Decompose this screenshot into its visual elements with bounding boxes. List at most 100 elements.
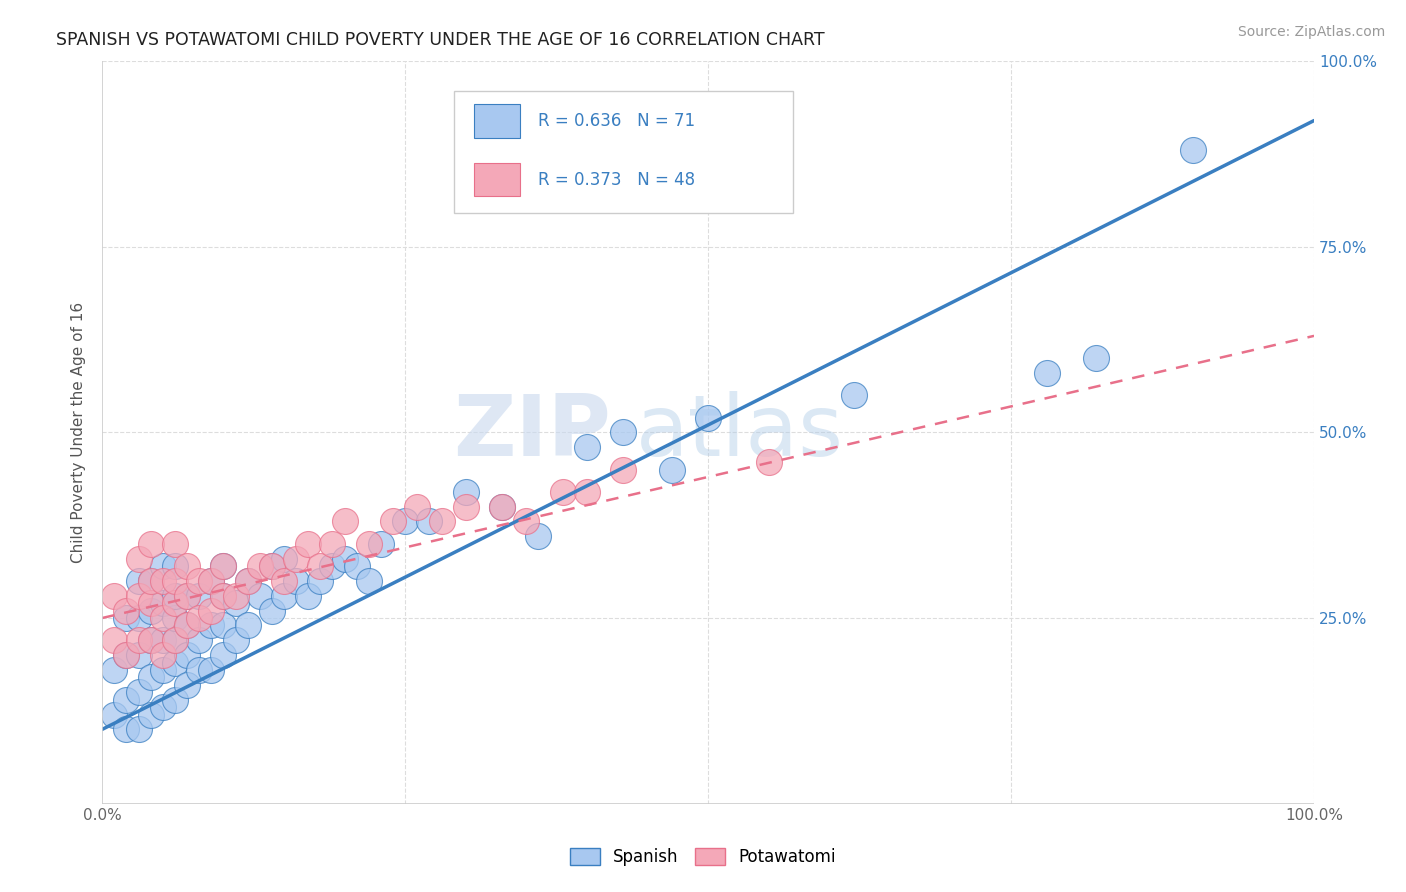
Point [285,574,308,588]
Point [661,462,683,476]
Point [309,574,332,588]
Point [236,574,259,588]
Point [842,388,865,402]
Point [163,537,186,551]
Point [370,537,392,551]
Point [152,633,174,648]
Point [575,484,598,499]
Point [152,648,174,662]
Point [225,596,247,610]
Point [163,596,186,610]
Point [115,723,138,737]
Point [225,633,247,648]
Point [236,618,259,632]
Point [212,618,235,632]
Point [346,559,368,574]
Point [139,596,162,610]
Text: ZIP: ZIP [454,391,612,474]
Point [103,633,125,648]
Point [551,484,574,499]
Point [697,410,720,425]
Point [115,648,138,662]
Point [152,596,174,610]
Point [188,574,211,588]
Point [128,723,150,737]
Point [200,574,222,588]
Point [249,589,271,603]
Point [152,663,174,677]
Point [454,484,477,499]
Text: SPANISH VS POTAWATOMI CHILD POVERTY UNDER THE AGE OF 16 CORRELATION CHART: SPANISH VS POTAWATOMI CHILD POVERTY UNDE… [56,31,825,49]
Point [163,611,186,625]
Point [357,537,380,551]
Point [176,618,198,632]
Point [163,633,186,648]
FancyBboxPatch shape [474,104,520,137]
Point [128,589,150,603]
Point [139,604,162,618]
Point [139,537,162,551]
Point [333,551,356,566]
Point [418,515,440,529]
Point [163,633,186,648]
Point [1036,366,1059,380]
Point [212,559,235,574]
Point [139,574,162,588]
Point [612,425,634,440]
Point [128,574,150,588]
Point [139,633,162,648]
Point [260,559,283,574]
Point [297,537,319,551]
Point [575,440,598,454]
Point [309,559,332,574]
Point [176,559,198,574]
Point [321,537,343,551]
Point [176,678,198,692]
Point [115,611,138,625]
Point [128,611,150,625]
Point [454,500,477,514]
Point [394,515,416,529]
Point [128,633,150,648]
Point [758,455,780,469]
Point [515,515,537,529]
Point [163,692,186,706]
Point [430,515,453,529]
Point [357,574,380,588]
Point [491,500,513,514]
Point [527,529,550,543]
Point [188,663,211,677]
Point [152,574,174,588]
Point [176,589,198,603]
Point [212,589,235,603]
Point [115,692,138,706]
Point [188,633,211,648]
Point [200,604,222,618]
Point [163,589,186,603]
Point [139,670,162,684]
Point [163,574,186,588]
Point [163,559,186,574]
Point [139,574,162,588]
Point [139,633,162,648]
Y-axis label: Child Poverty Under the Age of 16: Child Poverty Under the Age of 16 [72,301,86,563]
Point [212,559,235,574]
Point [200,663,222,677]
Point [285,551,308,566]
FancyBboxPatch shape [474,163,520,196]
Point [176,648,198,662]
Text: Source: ZipAtlas.com: Source: ZipAtlas.com [1237,25,1385,39]
Point [273,551,295,566]
Point [273,589,295,603]
Point [260,604,283,618]
Point [321,559,343,574]
Point [176,618,198,632]
Point [273,574,295,588]
Point [152,700,174,714]
Point [382,515,405,529]
Point [103,707,125,722]
Point [176,589,198,603]
Point [200,574,222,588]
Point [128,648,150,662]
Text: R = 0.636   N = 71: R = 0.636 N = 71 [538,112,696,130]
